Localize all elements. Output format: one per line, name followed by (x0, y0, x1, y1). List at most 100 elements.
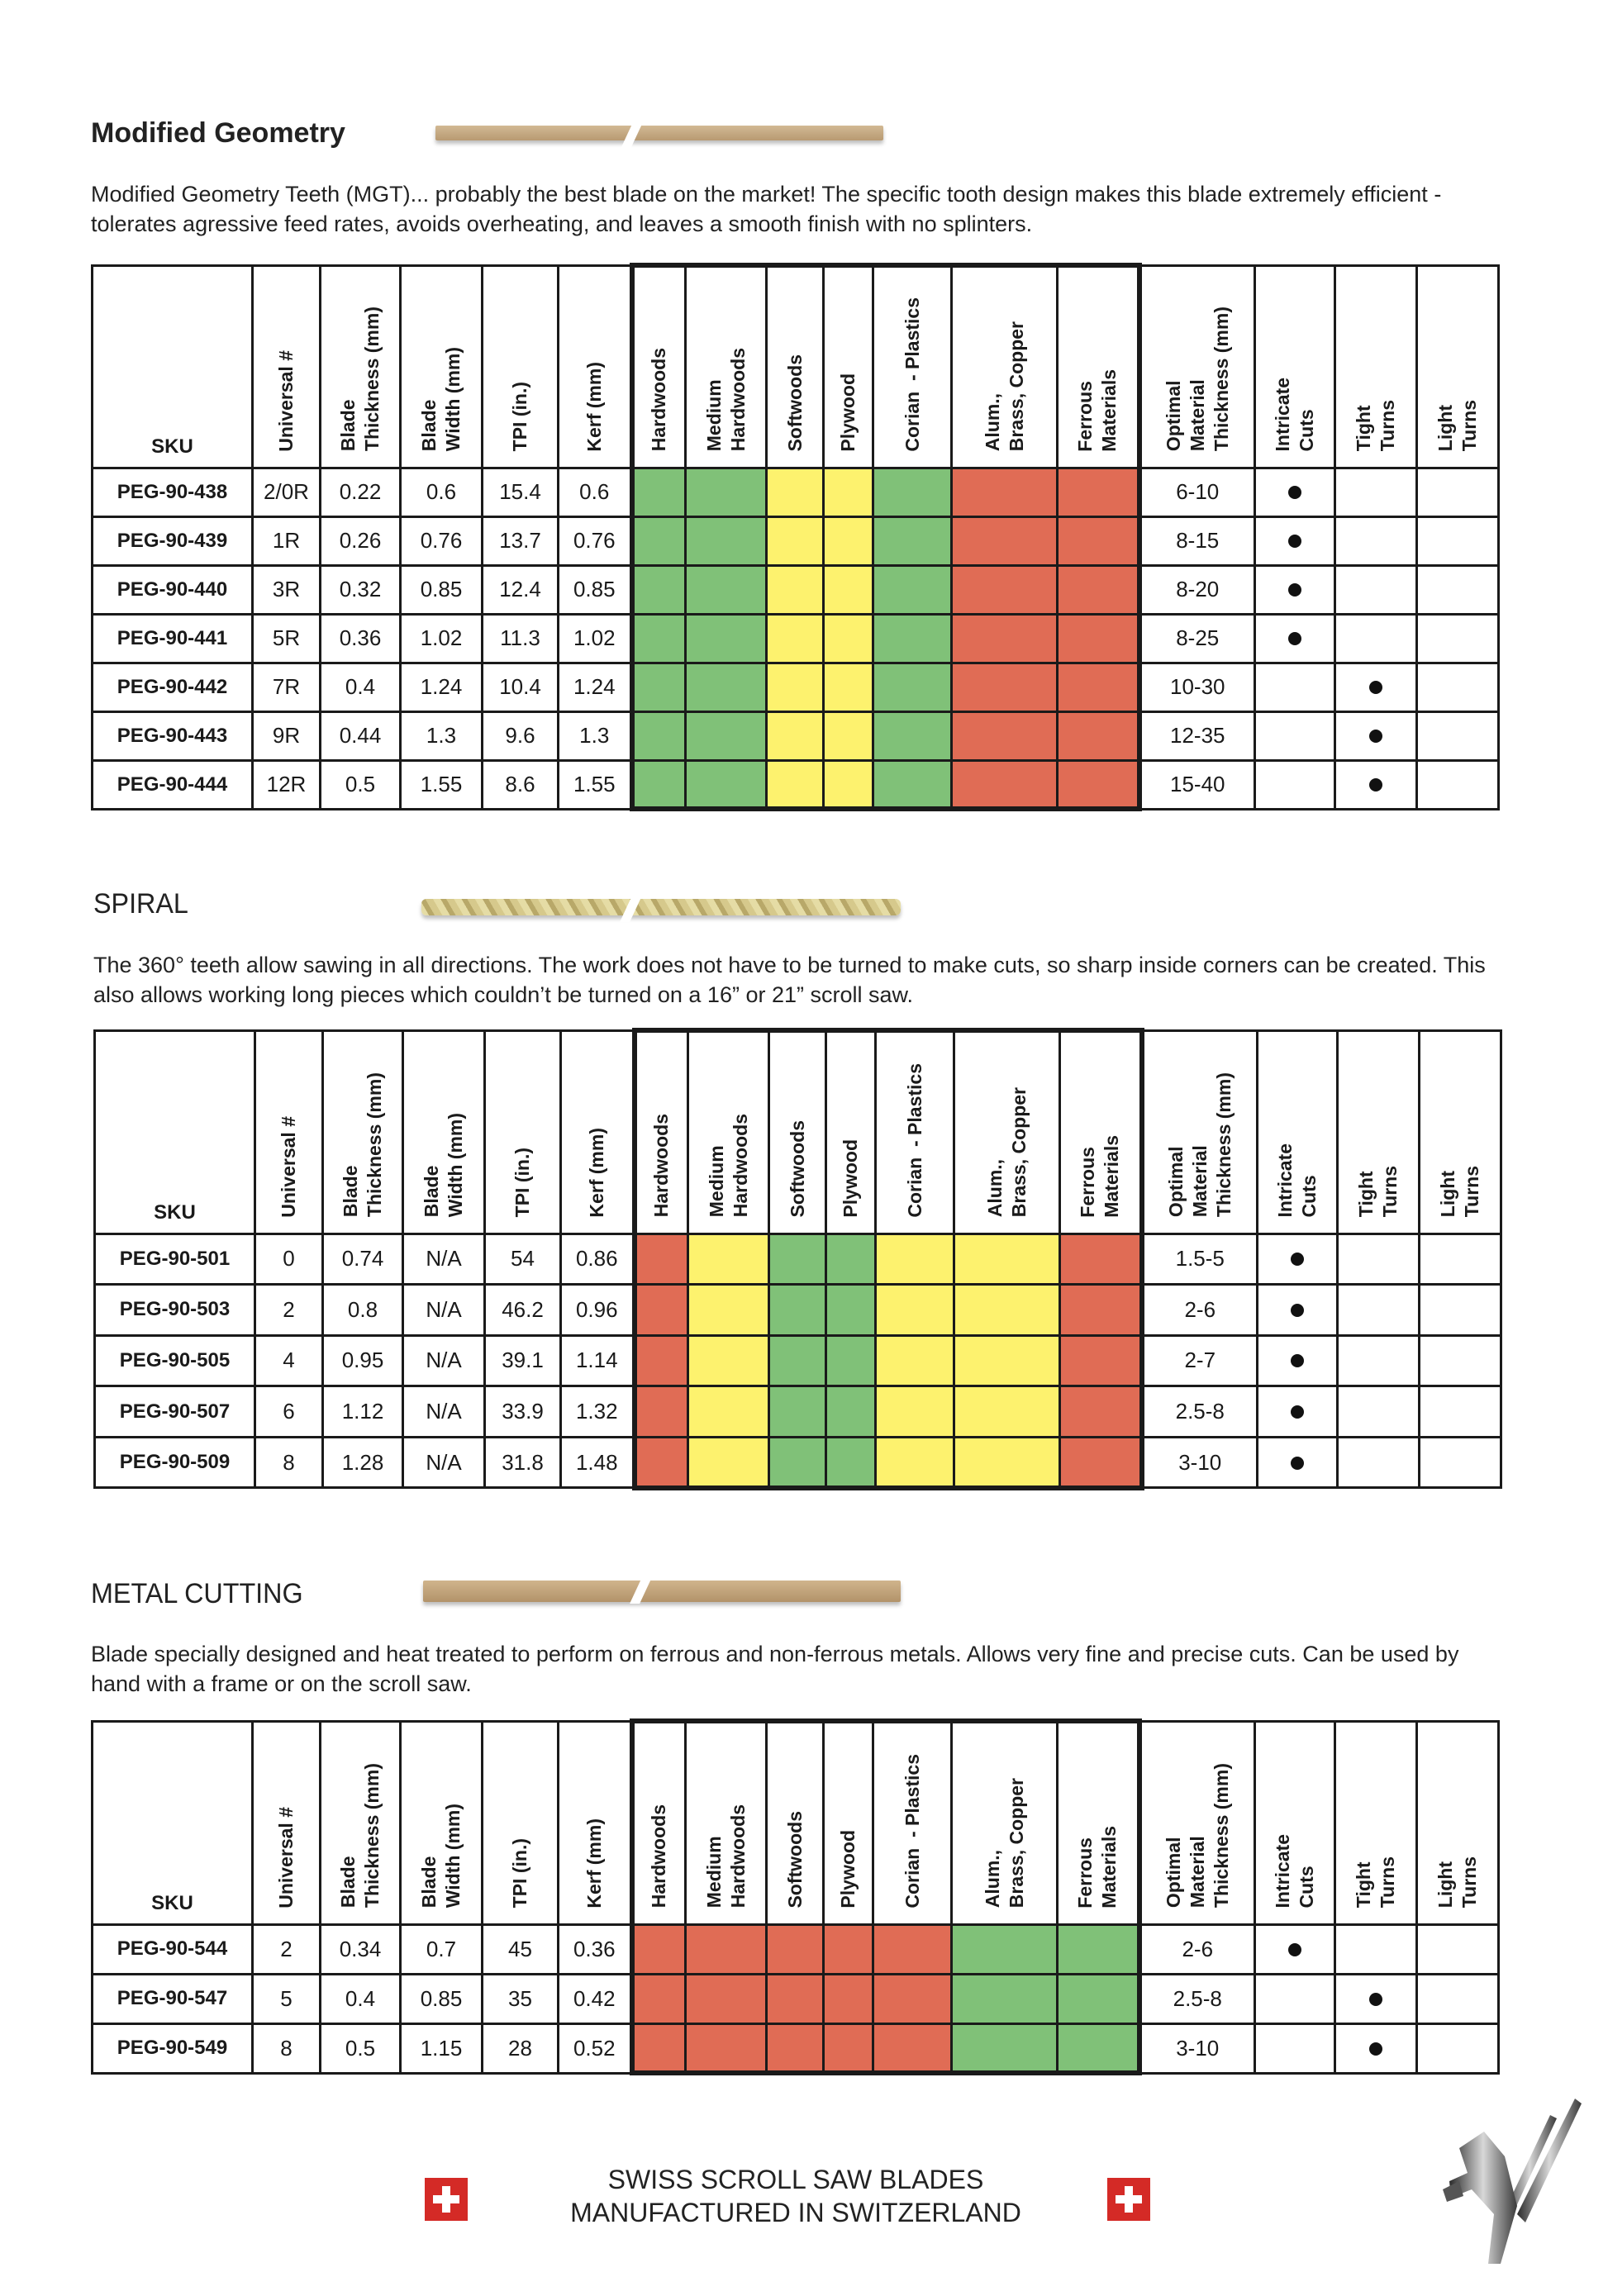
cell-light (1415, 710, 1500, 762)
cell-tpi: 28 (481, 2022, 559, 2075)
column-header: Softwoods (765, 1718, 825, 1926)
cell-blade-width: N/A (402, 1435, 486, 1490)
column-header: Universal # (251, 1719, 321, 1926)
column-header: Alum., Brass, Copper (950, 263, 1059, 469)
cell-universal-number: 3R (251, 563, 321, 616)
cell-sku: PEG-90-547 (91, 1972, 254, 2025)
modified-geometry-blade-image (435, 121, 883, 149)
table-row: PEG-90-441 5R 0.36 1.02 11.3 1.02 8-25 (91, 612, 1500, 664)
column-header-label: Tight Turns (1353, 400, 1398, 452)
section-description: The 360° teeth allow sawing in all direc… (93, 953, 1486, 1007)
material-suitability-green (825, 1283, 877, 1337)
cell-tight (1334, 612, 1418, 664)
material-suitability-green (872, 515, 953, 567)
material-suitability-green (629, 466, 687, 518)
footer-line-1: SWISS SCROLL SAW BLADES (607, 2165, 984, 2194)
column-header: Medium Hardwoods (687, 1028, 770, 1235)
cell-intricate (1254, 1923, 1336, 1975)
bullet-dot-icon (1369, 730, 1382, 743)
material-suitability-green (684, 515, 768, 567)
bullet-dot-icon (1288, 486, 1301, 499)
column-header-label: Corian - Plastics (901, 297, 923, 452)
column-header: Plywood (825, 1028, 877, 1235)
cell-sku: PEG-90-441 (91, 612, 254, 664)
cell-intricate (1254, 1972, 1336, 2025)
column-header: Hardwoods (629, 263, 687, 469)
column-header-label: Universal # (275, 1806, 297, 1909)
column-header: Softwoods (765, 263, 825, 469)
column-header: Blade Width (mm) (399, 264, 483, 469)
column-header: Kerf (mm) (557, 1719, 633, 1926)
cell-light (1415, 758, 1500, 810)
column-header-label: Blade Thickness (mm) (340, 1072, 385, 1218)
cell-tpi: 11.3 (481, 612, 559, 664)
cell-blade-thickness: 0.26 (319, 515, 402, 567)
cell-sku: PEG-90-438 (91, 466, 254, 518)
column-header-label: Plywood (840, 1138, 861, 1218)
material-suitability-green (872, 466, 953, 518)
material-suitability-red (822, 1972, 874, 2025)
column-header-label: Hardwoods (648, 348, 670, 452)
column-header: TPI (in.) (481, 1719, 559, 1926)
cell-optimal-thickness: 2-6 (1138, 1923, 1256, 1975)
bullet-dot-icon (1369, 1992, 1382, 2006)
cell-intricate (1256, 1333, 1339, 1388)
cell-optimal-thickness: 15-40 (1138, 758, 1256, 810)
column-header-label: Optimal Material Thickness (mm) (1164, 1072, 1235, 1218)
cell-universal-number: 5 (251, 1972, 321, 2025)
cell-sku: PEG-90-507 (93, 1385, 256, 1438)
column-header: Blade Width (mm) (399, 1719, 483, 1926)
column-header: Intricate Cuts (1254, 1719, 1336, 1926)
material-suitability-green (825, 1232, 877, 1286)
material-suitability-red (950, 710, 1059, 762)
cell-kerf: 0.52 (557, 2022, 633, 2075)
table-header-row: SKU Universal # Blade Thickness (mm) Blade … (91, 263, 1500, 469)
column-header: Blade Width (mm) (402, 1029, 486, 1235)
cell-universal-number: 8 (254, 1435, 324, 1490)
cell-tight (1334, 661, 1418, 713)
column-header: TPI (in.) (481, 264, 559, 469)
cell-optimal-thickness: 2-7 (1140, 1333, 1258, 1388)
column-header: SKU (93, 1029, 256, 1235)
column-header-label: Ferrous Materials (1077, 1134, 1123, 1218)
cell-kerf: 0.86 (559, 1232, 635, 1286)
table-row: PEG-90-509 8 1.28 N/A 31.8 1.48 3-10 (93, 1435, 1502, 1490)
cell-light (1418, 1232, 1502, 1286)
column-header-label: Kerf (mm) (583, 361, 605, 452)
cell-blade-thickness: 0.4 (319, 661, 402, 713)
cell-tight (1334, 515, 1418, 567)
column-header-label: Kerf (mm) (585, 1127, 607, 1218)
cell-kerf: 0.36 (557, 1923, 633, 1975)
cell-tpi: 33.9 (483, 1385, 562, 1438)
material-suitability-green (950, 2022, 1059, 2075)
material-suitability-red (872, 1972, 953, 2025)
material-suitability-red (765, 1972, 825, 2025)
cell-tight (1336, 1283, 1420, 1337)
bullet-dot-icon (1288, 583, 1301, 597)
cell-sku: PEG-90-440 (91, 563, 254, 616)
column-header: Medium Hardwoods (684, 1718, 768, 1926)
column-header: Blade Thickness (mm) (319, 264, 402, 469)
column-header: SKU (91, 1719, 254, 1926)
table-row: PEG-90-547 5 0.4 0.85 35 0.42 2.5-8 (91, 1972, 1500, 2025)
material-suitability-red (950, 466, 1059, 518)
cell-universal-number: 2 (251, 1923, 321, 1975)
cell-kerf: 0.85 (557, 563, 633, 616)
cell-tight (1334, 563, 1418, 616)
column-header-label: Alum., Brass, Copper (981, 1778, 1027, 1909)
column-header-label: Light Turns (1434, 1856, 1480, 1909)
bullet-dot-icon (1369, 681, 1382, 694)
cell-tpi: 13.7 (481, 515, 559, 567)
cell-light (1415, 466, 1500, 518)
material-suitability-red (1059, 1283, 1144, 1337)
column-header-label: Medium Hardwoods (702, 1804, 749, 1909)
material-suitability-yellow (822, 661, 874, 713)
cell-blade-thickness: 0.32 (319, 563, 402, 616)
cell-blade-width: 0.6 (399, 466, 483, 518)
table-row: PEG-90-442 7R 0.4 1.24 10.4 1.24 10-30 (91, 661, 1500, 713)
column-header-label: Corian - Plastics (901, 1753, 923, 1909)
cell-intricate (1254, 2022, 1336, 2075)
column-header-label: Alum., Brass, Copper (983, 1087, 1030, 1218)
cell-blade-width: N/A (402, 1385, 486, 1438)
cell-light (1418, 1333, 1502, 1388)
